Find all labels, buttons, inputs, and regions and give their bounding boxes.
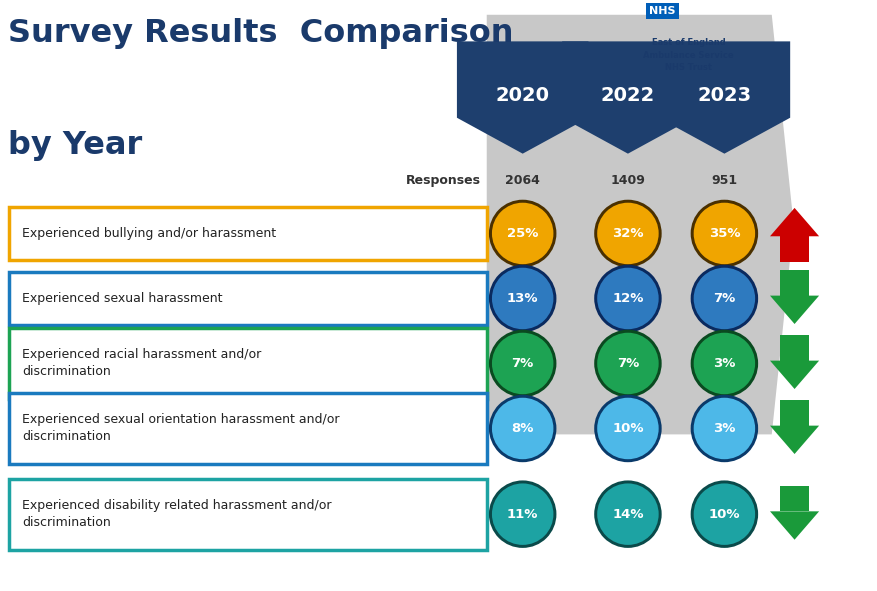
Ellipse shape <box>492 483 553 545</box>
Polygon shape <box>487 15 794 434</box>
Ellipse shape <box>694 203 755 264</box>
Ellipse shape <box>691 480 758 548</box>
Ellipse shape <box>691 265 758 332</box>
Ellipse shape <box>597 483 659 545</box>
Text: Responses: Responses <box>406 174 481 187</box>
FancyBboxPatch shape <box>9 328 487 399</box>
Ellipse shape <box>595 330 661 397</box>
Text: 3%: 3% <box>713 422 736 435</box>
FancyBboxPatch shape <box>780 335 809 361</box>
Ellipse shape <box>694 398 755 459</box>
Ellipse shape <box>595 200 661 267</box>
Text: by Year: by Year <box>8 130 142 161</box>
Text: 13%: 13% <box>507 292 538 305</box>
Ellipse shape <box>691 200 758 267</box>
Text: NHS: NHS <box>649 6 675 16</box>
FancyBboxPatch shape <box>780 400 809 426</box>
Ellipse shape <box>691 395 758 462</box>
FancyBboxPatch shape <box>9 207 487 260</box>
Text: Experienced sexual orientation harassment and/or
discrimination: Experienced sexual orientation harassmen… <box>22 414 339 443</box>
Ellipse shape <box>492 333 553 394</box>
Text: 2022: 2022 <box>601 86 655 105</box>
Ellipse shape <box>489 265 556 332</box>
Ellipse shape <box>694 483 755 545</box>
Ellipse shape <box>489 200 556 267</box>
Ellipse shape <box>597 333 659 394</box>
Text: 35%: 35% <box>709 227 740 240</box>
Ellipse shape <box>492 268 553 329</box>
Ellipse shape <box>492 398 553 459</box>
Polygon shape <box>770 296 819 324</box>
Ellipse shape <box>489 480 556 548</box>
Ellipse shape <box>597 268 659 329</box>
Ellipse shape <box>597 398 659 459</box>
Text: 25%: 25% <box>507 227 538 240</box>
Text: 8%: 8% <box>511 422 534 435</box>
Text: 7%: 7% <box>713 292 736 305</box>
Ellipse shape <box>595 395 661 462</box>
Text: 951: 951 <box>711 174 738 187</box>
Text: 11%: 11% <box>507 508 538 521</box>
Text: 3%: 3% <box>713 357 736 370</box>
Text: 32%: 32% <box>612 227 644 240</box>
Text: 2064: 2064 <box>505 174 540 187</box>
Text: Experienced racial harassment and/or
discrimination: Experienced racial harassment and/or dis… <box>22 349 261 378</box>
Text: 2020: 2020 <box>496 86 550 105</box>
Polygon shape <box>659 41 790 154</box>
Polygon shape <box>562 41 694 154</box>
Ellipse shape <box>694 333 755 394</box>
Text: Experienced disability related harassment and/or
discrimination: Experienced disability related harassmen… <box>22 499 332 529</box>
Text: Experienced sexual harassment: Experienced sexual harassment <box>22 292 223 305</box>
Text: 1409: 1409 <box>610 174 645 187</box>
Polygon shape <box>770 511 819 540</box>
Text: East of England
Ambulance Service
NHS Trust: East of England Ambulance Service NHS Tr… <box>643 38 734 73</box>
Text: 7%: 7% <box>617 357 639 370</box>
Ellipse shape <box>489 395 556 462</box>
Text: 2023: 2023 <box>697 86 752 105</box>
FancyBboxPatch shape <box>780 236 809 262</box>
Ellipse shape <box>492 203 553 264</box>
Text: 14%: 14% <box>612 508 644 521</box>
Polygon shape <box>770 426 819 454</box>
FancyBboxPatch shape <box>780 486 809 511</box>
Polygon shape <box>770 208 819 236</box>
Ellipse shape <box>489 330 556 397</box>
Ellipse shape <box>595 265 661 332</box>
Polygon shape <box>457 41 588 154</box>
Text: 7%: 7% <box>511 357 534 370</box>
Polygon shape <box>770 361 819 389</box>
FancyBboxPatch shape <box>9 272 487 325</box>
Text: 12%: 12% <box>612 292 644 305</box>
FancyBboxPatch shape <box>9 479 487 550</box>
FancyBboxPatch shape <box>780 270 809 296</box>
FancyBboxPatch shape <box>9 393 487 464</box>
Ellipse shape <box>694 268 755 329</box>
Text: Survey Results  Comparison: Survey Results Comparison <box>8 18 514 48</box>
Text: 10%: 10% <box>612 422 644 435</box>
Ellipse shape <box>691 330 758 397</box>
Ellipse shape <box>595 480 661 548</box>
Text: Experienced bullying and/or harassment: Experienced bullying and/or harassment <box>22 227 276 240</box>
Ellipse shape <box>597 203 659 264</box>
Text: 10%: 10% <box>709 508 740 521</box>
